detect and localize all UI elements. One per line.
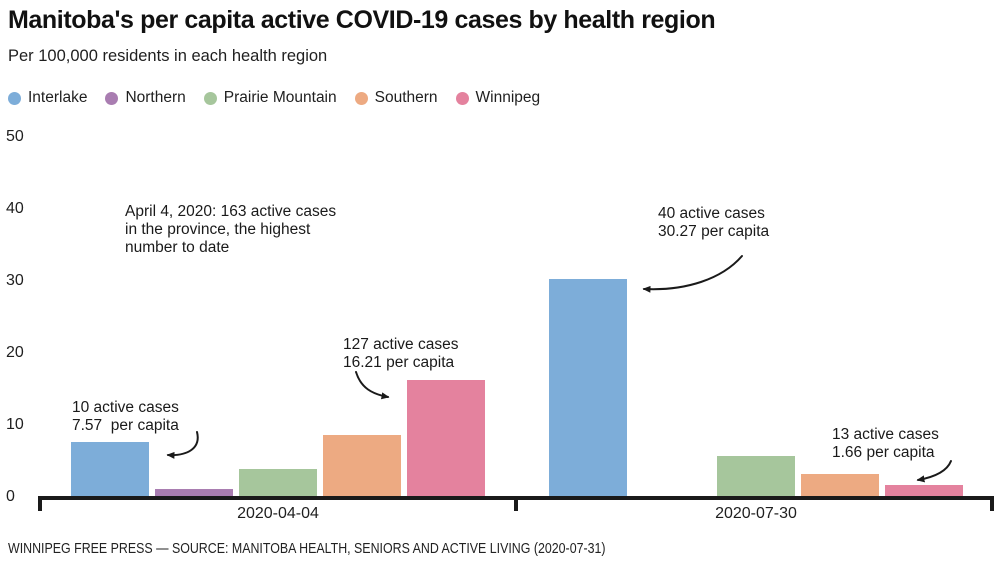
legend-label: Northern	[125, 89, 186, 106]
bar-interlake-2020-07-30[interactable]	[549, 279, 627, 497]
annotation-line: in the province, the highest	[125, 221, 311, 238]
annotation-line: number to date	[125, 239, 230, 256]
arrow-interlake-apr-icon	[166, 431, 199, 459]
bar-southern-2020-04-04[interactable]	[323, 435, 401, 497]
annotation-line: 1.66 per capita	[832, 444, 935, 461]
annotation-line: 10 active cases	[72, 399, 179, 416]
legend-label: Interlake	[28, 89, 88, 106]
y-axis-tick-label: 0	[6, 488, 15, 505]
legend-dot-icon	[8, 91, 21, 105]
bar-southern-2020-07-30[interactable]	[801, 474, 879, 497]
chart-subtitle: Per 100,000 residents in each health reg…	[8, 47, 328, 65]
bar-interlake-2020-04-04[interactable]	[71, 442, 149, 497]
annotation-winnipeg-apr: 127 active cases 16.21 per capita	[343, 336, 458, 372]
annotation-line: 30.27 per capita	[658, 223, 770, 240]
chart-title: Manitoba's per capita active COVID-19 ca…	[8, 6, 716, 34]
legend-dot-icon	[203, 91, 217, 105]
bar-winnipeg-2020-04-04[interactable]	[407, 380, 485, 497]
annotation-line: 13 active cases	[832, 426, 939, 443]
legend-item-northern: Northern	[105, 89, 186, 107]
arrow-winnipeg-jul-icon	[916, 460, 952, 483]
y-axis-tick-label: 40	[6, 200, 24, 217]
legend-label: Prairie Mountain	[223, 89, 337, 106]
annotation-line: 7.57 per capita	[72, 417, 179, 434]
annotation-interlake-apr: 10 active cases 7.57 per capita	[72, 399, 179, 435]
footer-source: WINNIPEG FREE PRESS — SOURCE: MANITOBA H…	[8, 541, 606, 557]
legend-item-winnipeg: Winnipeg	[455, 89, 541, 107]
annotation-interlake-jul: 40 active cases 30.27 per capita	[658, 205, 769, 241]
x-axis-label-2020-04-04: 2020-04-04	[237, 505, 319, 522]
legend-item-interlake: Interlake	[8, 89, 87, 107]
y-axis-tick-label: 50	[6, 128, 24, 145]
x-axis-tick	[514, 496, 518, 511]
bar-northern-2020-04-04[interactable]	[155, 489, 233, 497]
annotation-april-note: April 4, 2020: 163 active cases in the pr…	[125, 203, 336, 257]
annotation-line: 16.21 per capita	[343, 354, 455, 371]
y-axis-tick-label: 10	[6, 416, 24, 433]
x-axis-tick	[990, 496, 994, 511]
legend-item-southern: Southern	[354, 89, 438, 107]
bar-prairie-mountain-2020-04-04[interactable]	[239, 469, 317, 497]
legend-label: Winnipeg	[475, 89, 541, 106]
y-axis-tick-label: 30	[6, 272, 24, 289]
legend-dot-icon	[105, 91, 119, 105]
legend-label: Southern	[374, 89, 438, 106]
legend-dot-icon	[455, 91, 469, 105]
legend-item-prairie-mountain: Prairie Mountain	[203, 89, 337, 107]
bar-winnipeg-2020-07-30[interactable]	[885, 485, 963, 497]
legend: Interlake Northern Prairie Mountain Souther…	[8, 87, 540, 109]
arrow-interlake-jul-icon	[642, 255, 743, 293]
annotation-line: 127 active cases	[343, 336, 459, 353]
annotation-winnipeg-jul: 13 active cases 1.66 per capita	[832, 426, 939, 462]
x-axis-tick	[38, 496, 42, 511]
y-axis-tick-label: 20	[6, 344, 24, 361]
legend-dot-icon	[354, 91, 368, 105]
arrow-winnipeg-apr-icon	[355, 371, 390, 400]
annotation-line: April 4, 2020: 163 active cases	[125, 203, 337, 220]
bar-prairie-mountain-2020-07-30[interactable]	[717, 456, 795, 497]
x-axis-label-2020-07-30: 2020-07-30	[715, 505, 797, 522]
annotation-line: 40 active cases	[658, 205, 765, 222]
